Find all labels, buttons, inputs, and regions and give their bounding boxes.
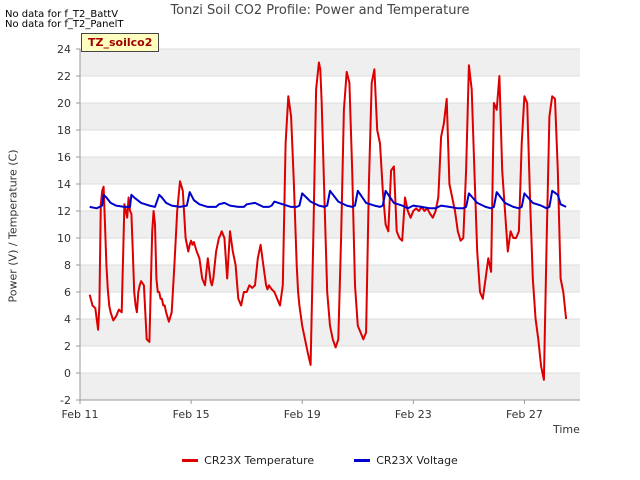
y-tick-label: 4	[64, 313, 71, 326]
no-data-note-panelt: No data for f_T2_PanelT	[5, 19, 124, 30]
y-tick-label: 22	[57, 70, 71, 83]
legend-item-temperature: CR23X Temperature	[182, 454, 314, 467]
y-tick-label: 10	[57, 232, 71, 245]
x-tick-label: Feb 19	[284, 408, 321, 421]
x-axis-label: Time	[553, 423, 580, 436]
grid-band	[80, 211, 580, 238]
y-tick-label: 2	[64, 340, 71, 353]
chart-title: Tonzi Soil CO2 Profile: Power and Temper…	[170, 3, 470, 18]
legend-swatch-temperature	[182, 459, 199, 462]
site-badge: TZ_soilco2	[81, 33, 160, 52]
voltage-series-line	[89, 189, 567, 210]
legend-label-temperature: CR23X Temperature	[204, 454, 315, 467]
no-data-note-battv: No data for f_T2_BattV	[5, 9, 119, 20]
y-tick-label: 18	[57, 124, 71, 137]
legend-item-voltage: CR23X Voltage	[354, 454, 458, 467]
y-tick-label: 20	[57, 97, 71, 110]
legend: CR23X Temperature CR23X Voltage	[0, 454, 640, 467]
x-tick-label: Feb 11	[62, 408, 99, 421]
y-tick-label: 8	[64, 259, 71, 272]
grid-band	[80, 49, 580, 76]
grid-band	[80, 103, 580, 130]
y-tick-label: 0	[64, 367, 71, 380]
grid-band	[80, 265, 580, 292]
y-tick-label: 12	[57, 205, 71, 218]
x-tick-label: Feb 27	[506, 408, 543, 421]
y-tick-label: -2	[60, 394, 71, 407]
legend-swatch-voltage	[354, 459, 371, 462]
legend-label-voltage: CR23X Voltage	[376, 454, 458, 467]
grid-band	[80, 157, 580, 184]
x-tick-label: Feb 15	[173, 408, 210, 421]
y-tick-label: 24	[57, 43, 71, 56]
temperature-series-line	[88, 61, 568, 381]
x-tick-label: Feb 23	[395, 408, 432, 421]
grid-band	[80, 373, 580, 400]
y-tick-label: 14	[57, 178, 71, 191]
y-tick-label: 16	[57, 151, 71, 164]
y-tick-label: 6	[64, 286, 71, 299]
